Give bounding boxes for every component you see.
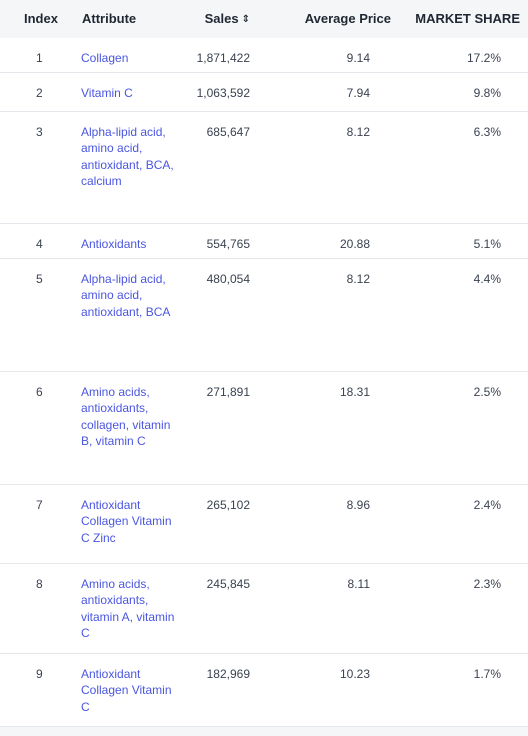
row-market-share: 4.4%: [473, 272, 501, 286]
table-row: 5 Alpha-lipid acid, amino acid, antioxid…: [0, 259, 528, 372]
row-attribute-link[interactable]: Antioxidant Collagen Vitamin C Zinc: [81, 498, 172, 545]
row-sales: 265,102: [206, 498, 250, 512]
row-sales: 182,969: [206, 667, 250, 681]
row-attribute-link[interactable]: Vitamin C: [81, 86, 133, 100]
column-header-attribute: Attribute: [82, 11, 137, 26]
row-attribute-link[interactable]: Amino acids, antioxidants, vitamin A, vi…: [81, 577, 175, 640]
column-header-index: Index: [24, 11, 58, 26]
row-index: 7: [36, 498, 43, 512]
row-sales: 480,054: [206, 272, 250, 286]
row-sales: 1,063,592: [196, 86, 250, 100]
row-average-price: 8.96: [346, 498, 370, 512]
row-average-price: 8.12: [346, 272, 370, 286]
row-market-share: 17.2%: [466, 51, 501, 65]
row-average-price: 20.88: [339, 237, 370, 251]
table-header: Index Attribute Sales ⇕ Average Price MAR…: [0, 0, 528, 38]
table-row: 1 Collagen 1,871,422 9.14 17.2%: [0, 38, 528, 73]
table-row: 2 Vitamin C 1,063,592 7.94 9.8%: [0, 73, 528, 112]
row-index: 6: [36, 385, 43, 399]
row-sales: 685,647: [206, 125, 250, 139]
row-market-share: 5.1%: [473, 237, 501, 251]
table-row: 6 Amino acids, antioxidants, collagen, v…: [0, 372, 528, 485]
table-row: 4 Antioxidants 554,765 20.88 5.1%: [0, 224, 528, 259]
table-row: 3 Alpha-lipid acid, amino acid, antioxid…: [0, 112, 528, 224]
row-average-price: 10.23: [339, 667, 370, 681]
row-index: 1: [36, 51, 43, 65]
table-row: 8 Amino acids, antioxidants, vitamin A, …: [0, 564, 528, 654]
column-header-sales-label: Sales: [204, 11, 239, 26]
row-index: 8: [36, 577, 43, 591]
row-market-share: 2.5%: [473, 385, 501, 399]
row-attribute-link[interactable]: Alpha-lipid acid, amino acid, antioxidan…: [81, 125, 174, 188]
row-attribute-link[interactable]: Antioxidants: [81, 237, 147, 251]
column-header-sales[interactable]: Sales ⇕: [205, 11, 250, 26]
table-footer: [0, 727, 528, 736]
row-market-share: 9.8%: [473, 86, 501, 100]
sort-icon[interactable]: ⇕: [241, 14, 250, 25]
row-attribute-link[interactable]: Antioxidant Collagen Vitamin C: [81, 667, 172, 714]
table-row: 9 Antioxidant Collagen Vitamin C 182,969…: [0, 654, 528, 727]
row-sales: 1,871,422: [196, 51, 250, 65]
row-index: 5: [36, 272, 43, 286]
row-market-share: 6.3%: [473, 125, 501, 139]
row-index: 4: [36, 237, 43, 251]
row-market-share: 2.3%: [473, 577, 501, 591]
row-average-price: 7.94: [346, 86, 370, 100]
row-index: 9: [36, 667, 43, 681]
row-index: 2: [36, 86, 43, 100]
row-average-price: 9.14: [346, 51, 370, 65]
column-header-market-share: MARKET SHARE: [415, 11, 520, 26]
row-average-price: 8.12: [346, 125, 370, 139]
row-index: 3: [36, 125, 43, 139]
row-attribute-link[interactable]: Amino acids, antioxidants, collagen, vit…: [81, 385, 171, 448]
row-market-share: 1.7%: [473, 667, 501, 681]
table-row: 7 Antioxidant Collagen Vitamin C Zinc 26…: [0, 485, 528, 564]
row-sales: 554,765: [206, 237, 250, 251]
row-market-share: 2.4%: [473, 498, 501, 512]
column-header-average-price: Average Price: [304, 11, 391, 26]
row-sales: 245,845: [206, 577, 250, 591]
row-attribute-link[interactable]: Alpha-lipid acid, amino acid, antioxidan…: [81, 272, 171, 319]
row-average-price: 8.11: [347, 577, 370, 591]
row-attribute-link[interactable]: Collagen: [81, 51, 129, 65]
row-average-price: 18.31: [339, 385, 370, 399]
row-sales: 271,891: [206, 385, 250, 399]
